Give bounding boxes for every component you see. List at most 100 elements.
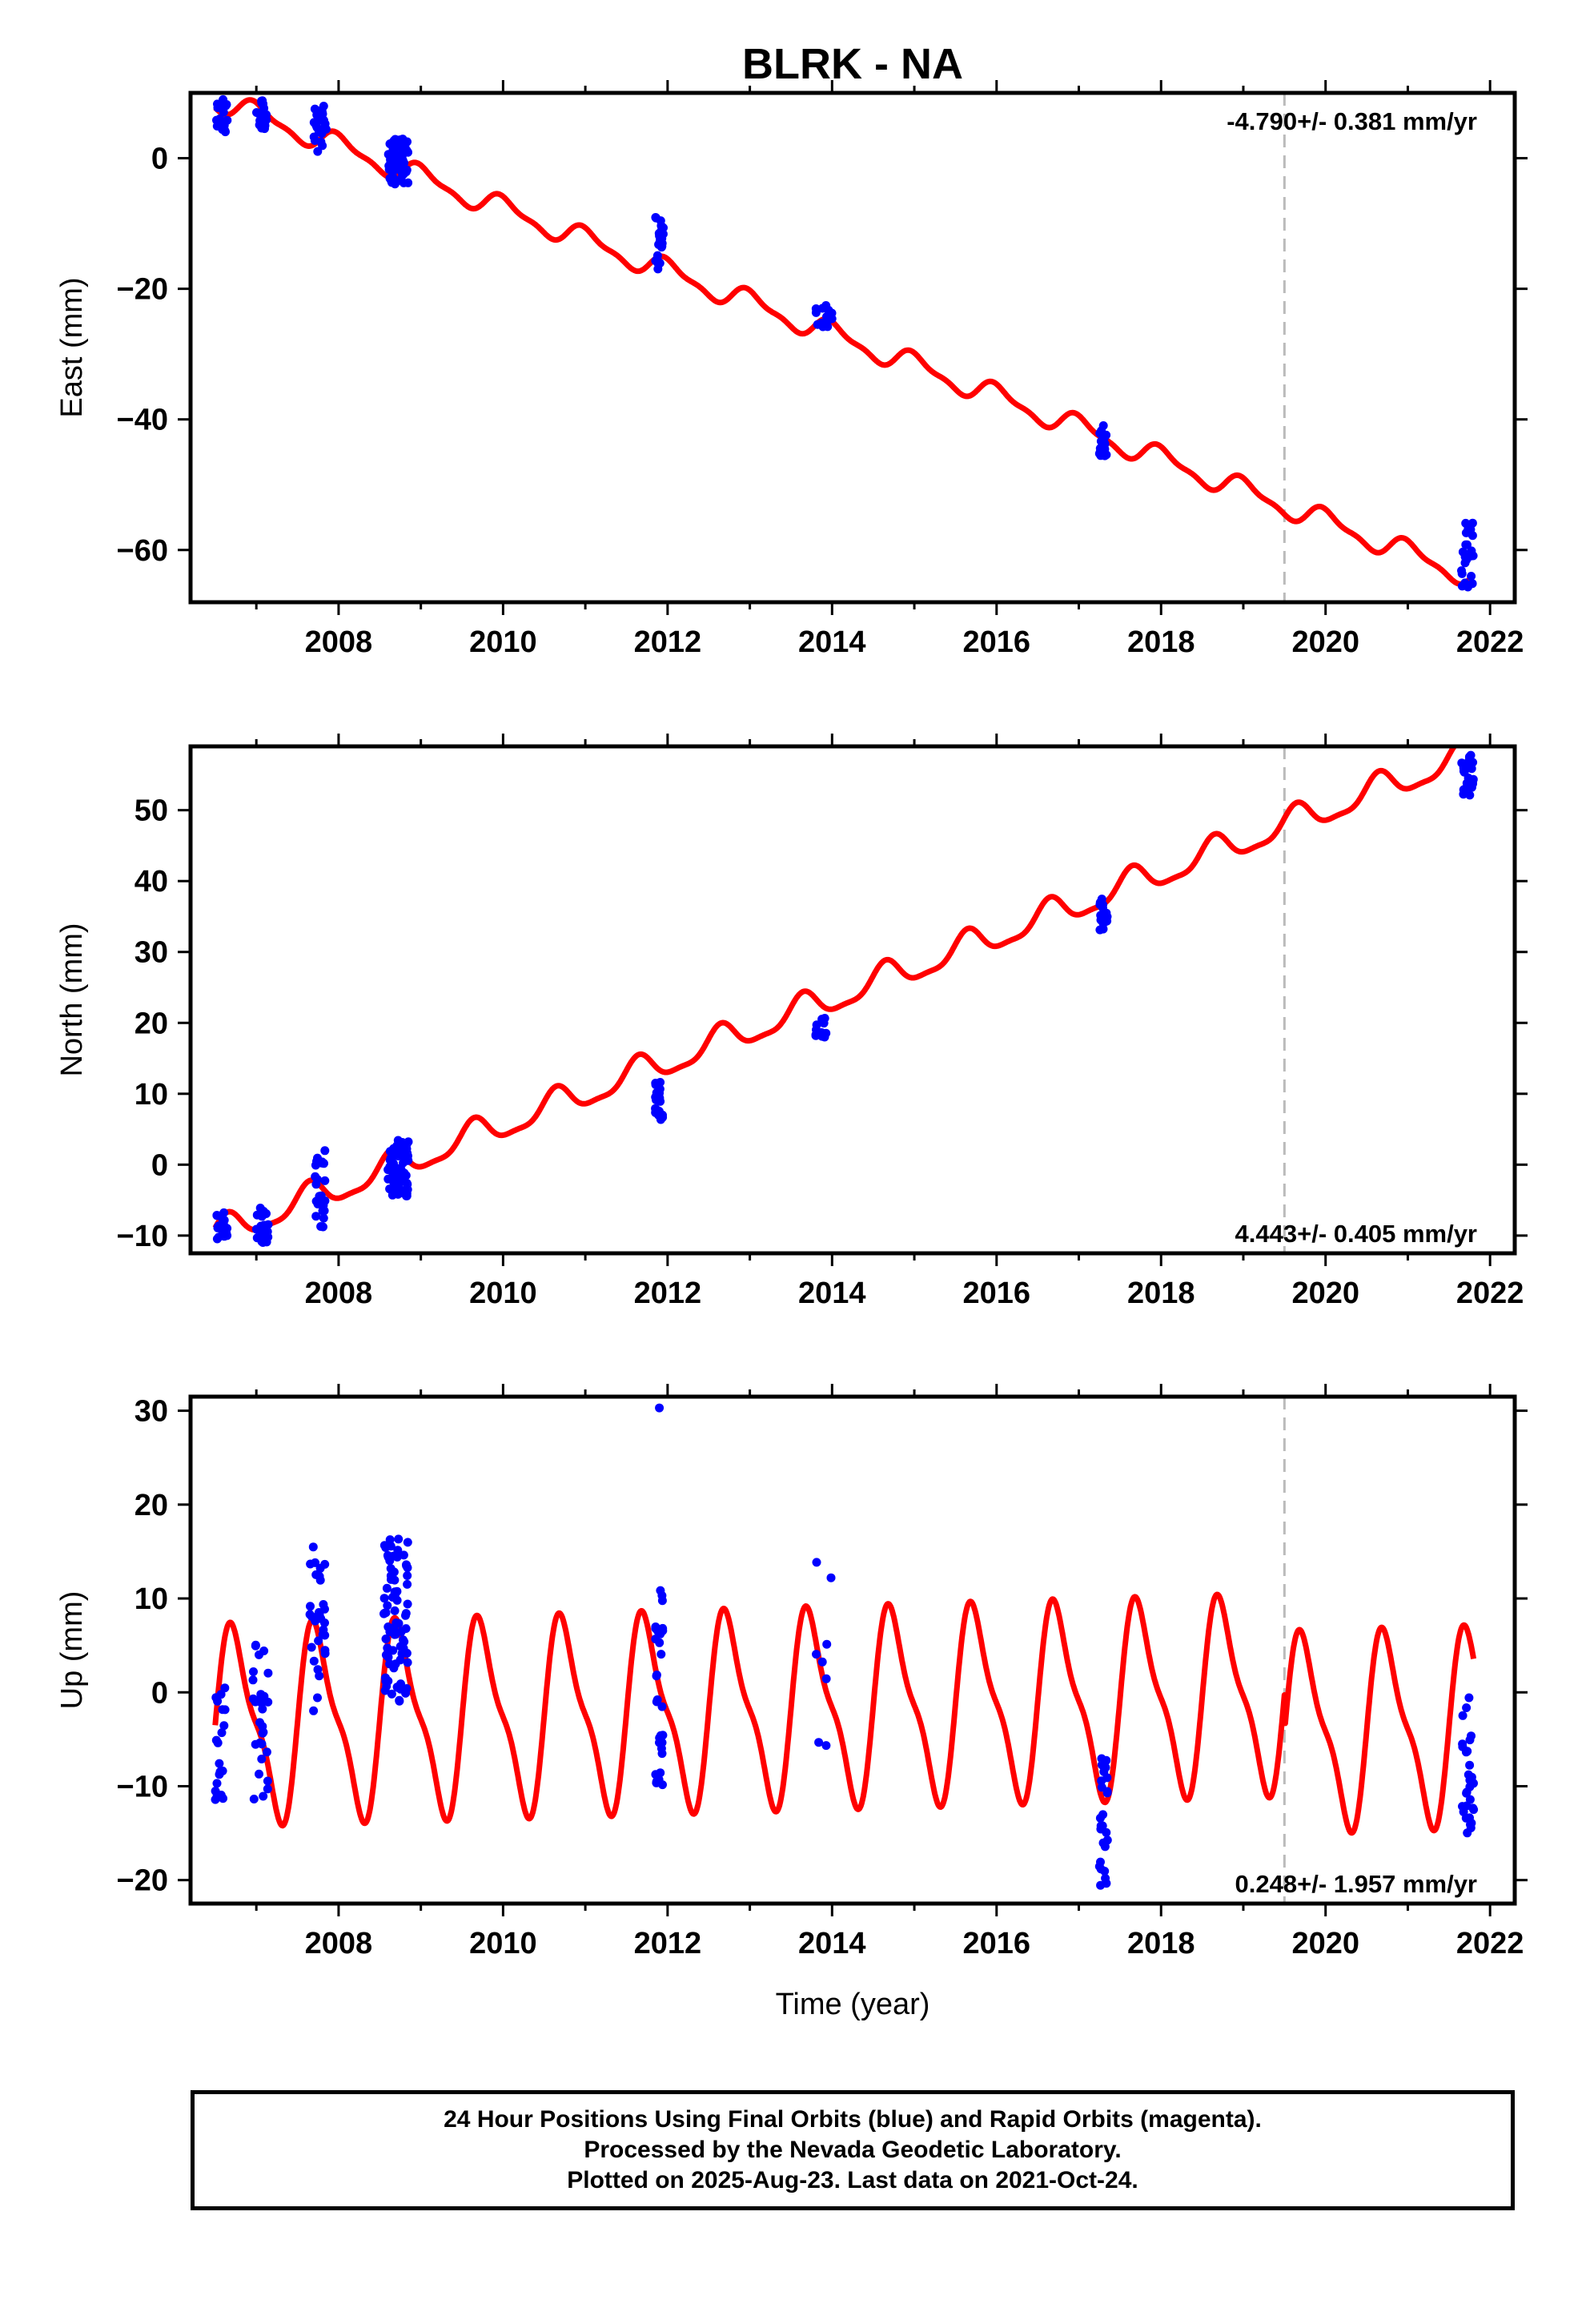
up-data-point	[309, 1656, 319, 1666]
up-model-curve	[212, 1591, 1477, 1836]
north-data-point	[1458, 759, 1468, 769]
up-data-point	[248, 1675, 258, 1685]
north-data-point	[1096, 911, 1106, 920]
up-data-point	[308, 1542, 318, 1552]
up-data-point	[213, 1738, 223, 1747]
east-y-tick-label: 0	[151, 143, 168, 176]
up-data-point	[402, 1684, 412, 1693]
up-data-point	[651, 1622, 660, 1631]
up-data-point	[822, 1639, 832, 1649]
up-data-point	[251, 1640, 260, 1650]
north-x-tick-label: 2020	[1291, 1277, 1359, 1310]
east-plot-area	[212, 93, 1478, 602]
east-data-point	[651, 256, 660, 266]
east-x-tick-label: 2010	[469, 625, 537, 659]
up-data-point	[213, 1696, 223, 1706]
north-y-tick-label: 0	[151, 1148, 168, 1182]
up-data-point	[1097, 1754, 1106, 1763]
east-x-tick-label: 2022	[1456, 625, 1524, 659]
up-data-point	[385, 1535, 395, 1545]
up-x-tick-label: 2016	[963, 1927, 1031, 1960]
up-data-point	[306, 1559, 315, 1569]
north-y-tick-label: −10	[117, 1220, 168, 1253]
east-data-point	[1102, 450, 1111, 460]
east-y-axis-title: East (mm)	[55, 277, 89, 417]
north-data-point	[385, 1156, 395, 1165]
up-data-point	[263, 1668, 273, 1678]
up-data-point	[259, 1791, 268, 1801]
up-data-point	[392, 1586, 402, 1596]
up-data-point	[381, 1676, 391, 1686]
up-data-point	[382, 1583, 391, 1593]
up-data-point	[1464, 1693, 1474, 1703]
east-data-point	[826, 313, 836, 323]
chart-title: BLRK - NA	[742, 40, 963, 88]
east-data-point	[404, 178, 413, 187]
up-data-point	[309, 1706, 319, 1715]
north-data-point	[319, 1222, 327, 1232]
north-data-point	[403, 1180, 412, 1189]
east-data-point	[254, 109, 263, 119]
north-data-point	[212, 1211, 222, 1220]
north-y-tick-label: 10	[135, 1078, 168, 1112]
east-data-point	[259, 115, 269, 125]
up-data-point	[821, 1741, 831, 1751]
north-data-points	[212, 750, 1478, 1247]
up-data-point	[812, 1650, 821, 1659]
north-data-point	[402, 1191, 411, 1200]
east-data-point	[317, 115, 327, 125]
up-data-point	[817, 1657, 827, 1667]
up-y-tick-label: 10	[135, 1582, 168, 1616]
north-data-point	[395, 1179, 404, 1188]
up-data-point	[1463, 1747, 1472, 1756]
up-x-tick-label: 2022	[1456, 1927, 1524, 1960]
north-model-curve	[212, 746, 1476, 1233]
up-data-point	[314, 1636, 323, 1646]
east-x-tick-label: 2020	[1291, 625, 1359, 659]
up-y-tick-label: 0	[151, 1676, 168, 1710]
up-data-point	[396, 1679, 405, 1689]
east-data-point	[1094, 449, 1104, 458]
up-frame	[188, 1394, 1517, 1906]
up-data-point	[249, 1667, 258, 1676]
up-data-point	[258, 1728, 267, 1738]
up-data-point	[389, 1663, 399, 1673]
footer-line-2: Processed by the Nevada Geodetic Laborat…	[584, 2137, 1122, 2163]
up-data-point	[657, 1702, 667, 1711]
up-data-point	[403, 1579, 412, 1589]
east-y-tick-label: −40	[117, 404, 168, 437]
east-data-point	[258, 96, 267, 106]
up-data-point	[383, 1643, 392, 1653]
north-data-point	[811, 1031, 821, 1040]
north-data-point	[318, 1206, 327, 1216]
up-data-points	[211, 1403, 1479, 1890]
north-data-point	[320, 1176, 330, 1185]
up-data-point	[215, 1767, 225, 1776]
east-data-point	[222, 100, 231, 109]
north-data-point	[315, 1192, 324, 1201]
east-data-point	[656, 221, 666, 231]
up-data-point	[263, 1776, 272, 1786]
east-data-point	[653, 264, 663, 274]
up-data-point	[652, 1778, 661, 1787]
up-data-point	[320, 1604, 329, 1614]
up-data-point	[217, 1728, 227, 1738]
x-axis-title: Time (year)	[776, 1988, 930, 2021]
east-data-point	[212, 122, 222, 131]
east-data-point	[223, 115, 232, 125]
up-data-point	[651, 1770, 660, 1779]
up-y-axis-title: Up (mm)	[55, 1591, 89, 1710]
up-data-point	[401, 1624, 411, 1634]
north-x-tick-label: 2022	[1456, 1277, 1524, 1310]
up-data-point	[1101, 1873, 1110, 1883]
footer-line-1: 24 Hour Positions Using Final Orbits (bl…	[444, 2106, 1262, 2133]
up-data-point	[255, 1769, 263, 1779]
up-data-point	[315, 1571, 324, 1581]
east-data-point	[1468, 518, 1477, 528]
up-data-point	[385, 1627, 395, 1637]
north-data-point	[1460, 784, 1470, 794]
up-data-point	[1462, 1788, 1472, 1798]
up-x-tick-label: 2018	[1127, 1927, 1195, 1960]
up-data-point	[826, 1573, 836, 1582]
east-data-point	[213, 103, 223, 112]
